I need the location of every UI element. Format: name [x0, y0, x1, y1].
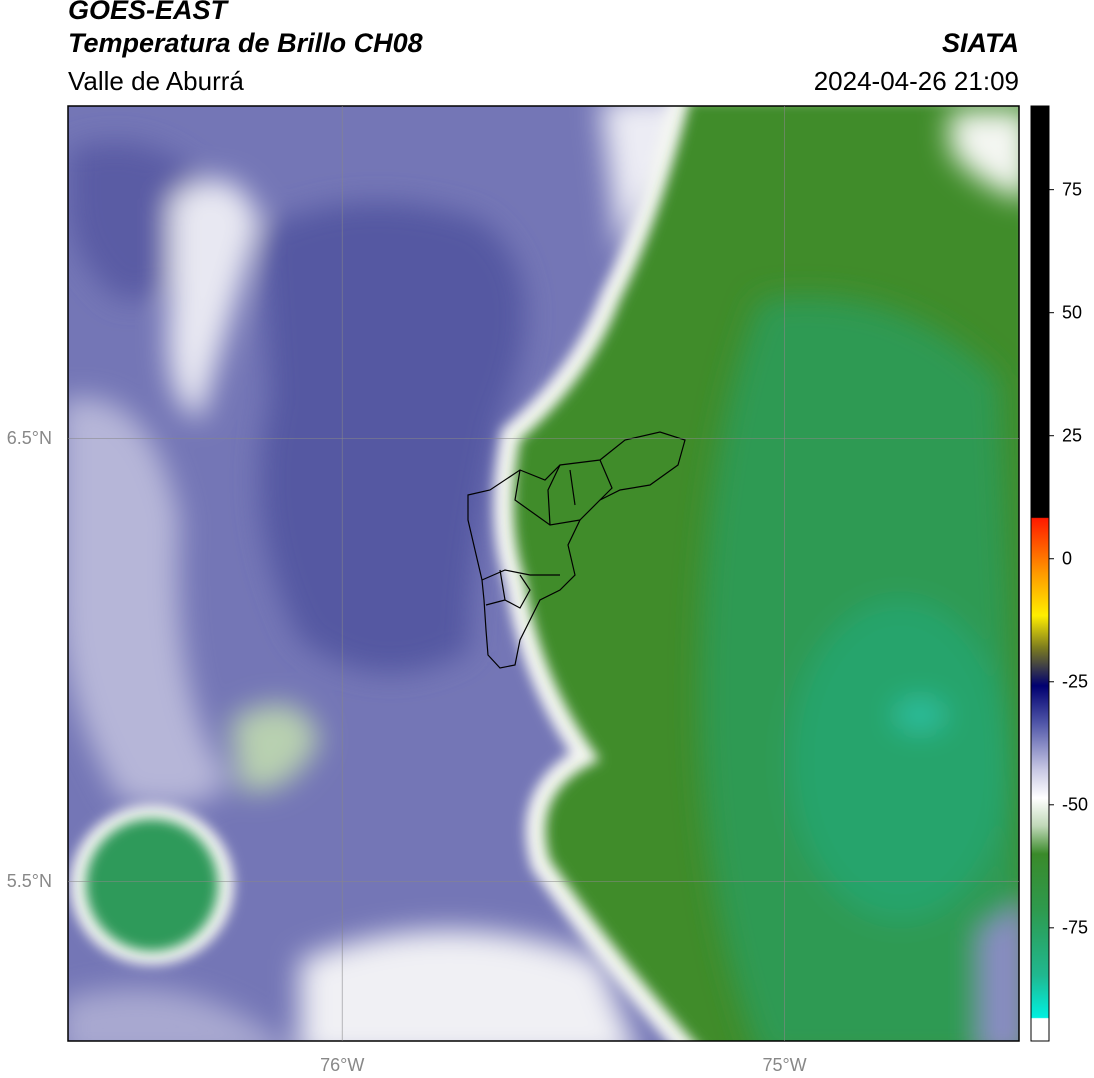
colorbar-tick-label: -75 — [1062, 918, 1088, 938]
colorbar-tick-label: 50 — [1062, 302, 1082, 322]
subtitle: Temperatura de Brillo CH08 — [68, 28, 423, 58]
map-image — [68, 106, 1019, 1041]
lat-label: 6.5°N — [7, 428, 52, 448]
title: GOES-EAST — [68, 0, 230, 25]
colorbar-tick-label: -50 — [1062, 795, 1088, 815]
lon-label: 75°W — [762, 1055, 806, 1075]
colorbar — [1030, 105, 1050, 1042]
colorbar-tick-label: 75 — [1062, 179, 1082, 199]
lat-label: 5.5°N — [7, 871, 52, 891]
map-frame — [67, 105, 1020, 1042]
colorbar-tick-label: 25 — [1062, 425, 1082, 445]
colorbar-ticks: 75 50 25 0 -25 -50 -75 — [1049, 179, 1088, 938]
graticule: 6.5°N 5.5°N 76°W 75°W — [7, 106, 1019, 1075]
municipality-boundaries — [467, 431, 686, 669]
lon-label: 76°W — [320, 1055, 364, 1075]
region: Valle de Aburrá — [68, 66, 244, 96]
colorbar-tick-label: 0 — [1062, 548, 1072, 568]
colorbar-tick-label: -25 — [1062, 672, 1088, 692]
datetime: 2024-04-26 21:09 — [814, 66, 1019, 96]
source: SIATA — [942, 28, 1019, 58]
